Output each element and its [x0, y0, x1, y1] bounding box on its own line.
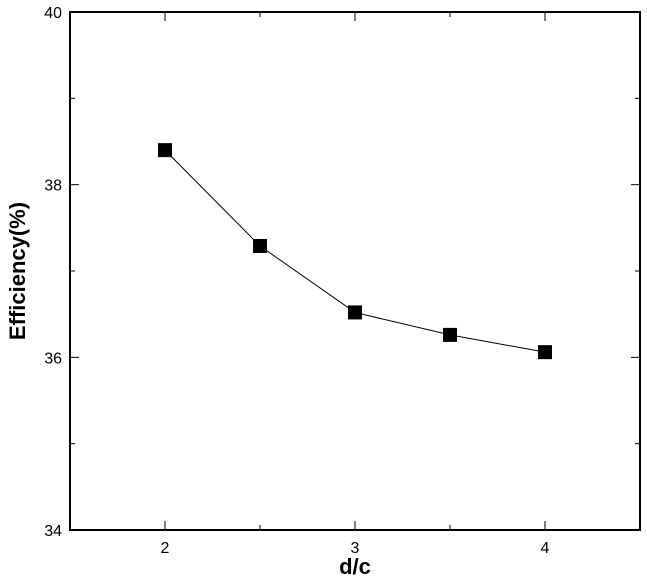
data-point-marker [348, 305, 362, 320]
x-tick-label: 2 [161, 540, 170, 557]
data-point-marker [158, 143, 172, 158]
y-tick-label: 36 [44, 350, 62, 367]
y-tick-label: 40 [44, 5, 62, 22]
y-tick-label: 38 [44, 178, 62, 195]
y-axis-title: Efficiency(%) [5, 202, 30, 340]
x-tick-label: 3 [351, 540, 360, 557]
y-tick-label: 34 [44, 523, 62, 540]
data-point-marker [253, 238, 267, 253]
series-layer [158, 143, 552, 360]
series-line [164, 149, 546, 353]
x-axis-title: d/c [339, 554, 371, 579]
data-point-marker [443, 327, 457, 342]
plot-frame [69, 11, 641, 531]
data-point-marker [538, 345, 552, 360]
x-tick-label: 4 [541, 540, 550, 557]
ticks-layer [70, 11, 640, 531]
